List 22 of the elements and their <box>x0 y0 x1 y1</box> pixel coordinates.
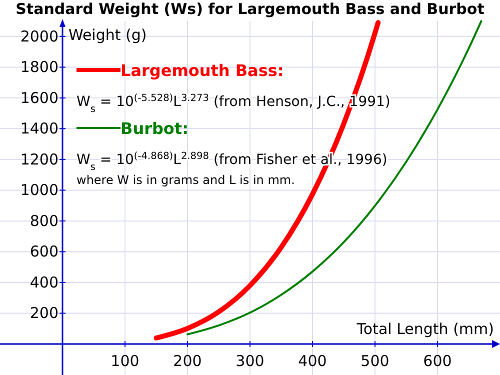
x-tick-label: 600 <box>423 352 452 370</box>
y-tick-label: 1200 <box>20 150 58 168</box>
chart-title: Standard Weight (Ws) for Largemouth Bass and Burbot <box>16 0 484 18</box>
y-tick-label: 1400 <box>20 120 58 138</box>
x-tick-label: 500 <box>360 352 390 370</box>
y-tick-label: 2000 <box>20 27 58 46</box>
y-tick-label: 1600 <box>20 88 58 107</box>
y-tick-label: 200 <box>30 304 58 322</box>
y-tick-label: 400 <box>30 273 58 292</box>
y-axis-title: Weight (g) <box>68 26 147 44</box>
y-tick-label: 1000 <box>20 181 58 200</box>
legend-label: Burbot: <box>120 119 188 138</box>
annotation: where W is in grams and L is in mm. <box>76 173 295 187</box>
x-tick-label: 300 <box>236 352 264 370</box>
y-tick-label: 800 <box>30 212 58 230</box>
x-tick-label: 200 <box>173 352 202 370</box>
x-tick-label: 100 <box>110 352 140 370</box>
x-tick-label: 400 <box>298 352 327 370</box>
y-tick-label: 600 <box>30 242 58 261</box>
x-axis-title: Total Length (mm) <box>356 320 494 338</box>
legend-label: Largemouth Bass: <box>120 61 284 80</box>
y-tick-label: 1800 <box>20 58 58 76</box>
